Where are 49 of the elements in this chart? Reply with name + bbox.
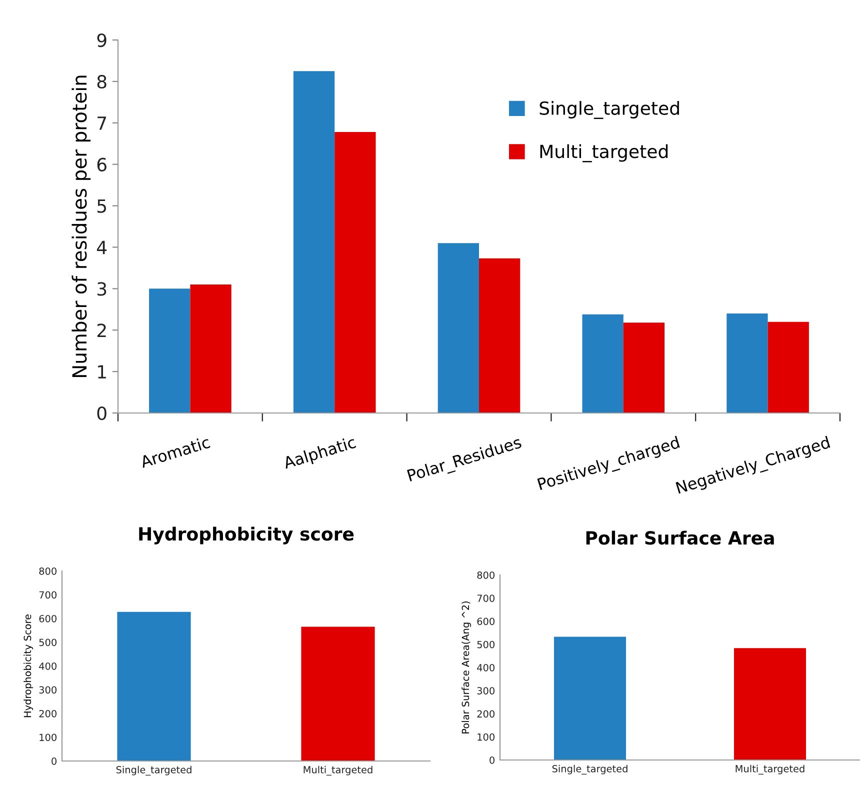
y-axis-title: Hydrophobicity Score bbox=[24, 614, 34, 718]
y-tick-label: 100 bbox=[478, 733, 494, 741]
bar bbox=[582, 314, 624, 413]
chart-title: Polar Surface Area bbox=[586, 530, 774, 545]
y-axis-title: Number of residues per protein bbox=[72, 76, 91, 377]
y-tick-label: 0 bbox=[97, 406, 106, 420]
y-tick-label: 0 bbox=[490, 756, 494, 764]
y-tick-label: 0 bbox=[52, 757, 56, 765]
bar bbox=[479, 258, 520, 413]
legend-label: Multi_targeted bbox=[540, 144, 668, 162]
y-tick-label: 400 bbox=[39, 662, 56, 670]
bar bbox=[623, 322, 665, 413]
y-tick-label: 800 bbox=[477, 571, 494, 579]
y-tick-label: 3 bbox=[97, 282, 106, 296]
x-tick-label: Multi_targeted bbox=[736, 764, 804, 775]
bar bbox=[438, 243, 479, 413]
y-tick-label: 1 bbox=[98, 365, 106, 378]
x-tick-label: Single_targeted bbox=[116, 766, 192, 776]
bar bbox=[190, 284, 232, 413]
y-tick-label: 600 bbox=[39, 614, 56, 622]
x-tick-label: Multi_targeted bbox=[304, 766, 372, 776]
y-tick-label: 300 bbox=[39, 686, 56, 694]
bar bbox=[726, 314, 768, 413]
y-tick-label: 600 bbox=[477, 618, 494, 626]
bar bbox=[334, 132, 376, 413]
y-tick-label: 8 bbox=[97, 74, 106, 89]
y-tick-label: 400 bbox=[477, 664, 494, 672]
y-tick-label: 700 bbox=[477, 594, 494, 602]
y-tick-label: 5 bbox=[97, 199, 106, 213]
bar bbox=[149, 288, 190, 413]
y-axis-title: Polar Surface Area(Ang ^2) bbox=[462, 601, 472, 734]
bar bbox=[768, 322, 809, 413]
y-tick-label: 800 bbox=[39, 567, 56, 575]
y-tick-label: 200 bbox=[39, 710, 56, 718]
y-tick-label: 700 bbox=[39, 591, 56, 599]
legend-label: Single_targeted bbox=[540, 101, 679, 119]
y-tick-label: 9 bbox=[97, 33, 106, 48]
y-tick-label: 500 bbox=[477, 640, 494, 648]
y-tick-label: 100 bbox=[40, 734, 56, 742]
y-tick-label: 7 bbox=[98, 116, 106, 130]
bar bbox=[293, 71, 335, 413]
y-tick-label: 500 bbox=[39, 638, 56, 646]
y-tick-label: 6 bbox=[97, 158, 106, 172]
y-tick-label: 2 bbox=[97, 324, 106, 337]
y-tick-label: 200 bbox=[477, 710, 494, 718]
chart-title: Hydrophobicity score bbox=[139, 526, 354, 544]
x-tick-label: Single_targeted bbox=[552, 764, 628, 775]
y-tick-label: 4 bbox=[96, 240, 107, 254]
y-tick-label: 300 bbox=[477, 687, 494, 694]
